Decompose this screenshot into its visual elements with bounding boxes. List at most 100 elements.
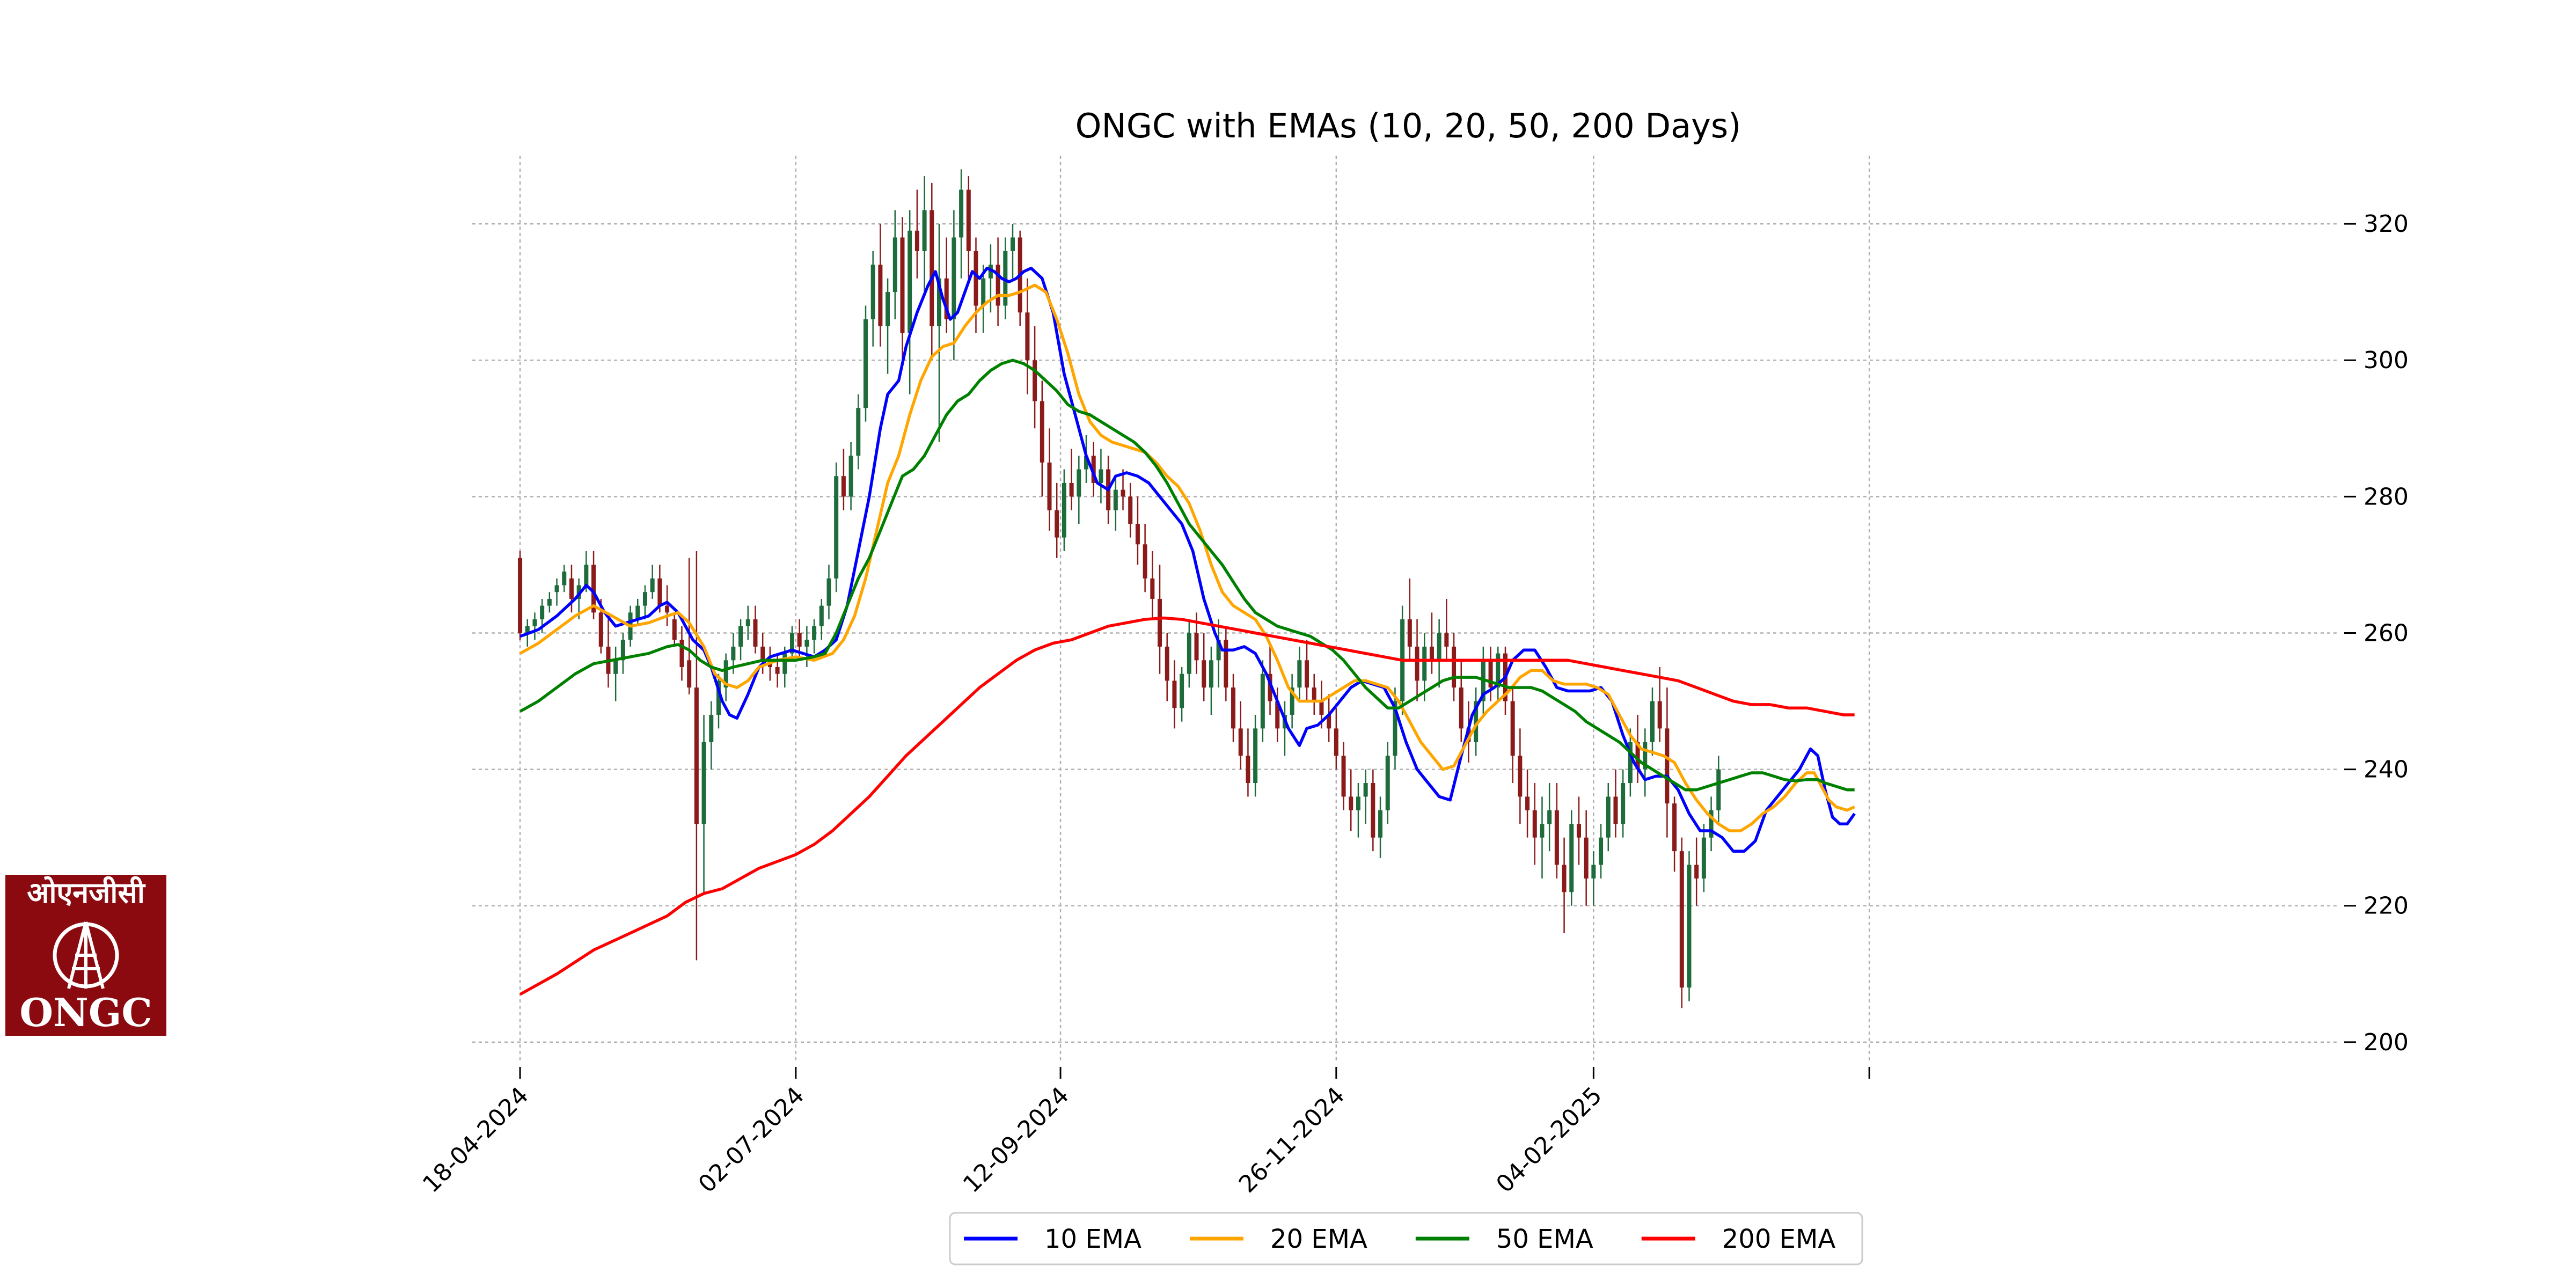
candle-body bbox=[1444, 633, 1449, 647]
candle-body bbox=[1496, 653, 1501, 688]
candle-body bbox=[1709, 810, 1714, 838]
candle-body bbox=[613, 660, 618, 674]
series-line-20-ema bbox=[519, 283, 1855, 832]
candle-body bbox=[694, 687, 699, 824]
candle-body bbox=[1334, 728, 1338, 756]
candle-body bbox=[848, 456, 853, 497]
candle-body bbox=[1554, 810, 1559, 865]
candle-body bbox=[804, 640, 809, 647]
candle-body bbox=[1356, 796, 1360, 810]
candle-body bbox=[1128, 496, 1133, 524]
candle-body bbox=[1532, 810, 1537, 838]
candle-body bbox=[1540, 824, 1545, 838]
candle-body bbox=[1518, 756, 1523, 797]
candle-body bbox=[1716, 769, 1721, 810]
candle-body bbox=[547, 598, 552, 606]
candle-body bbox=[1246, 756, 1250, 784]
candle-body bbox=[1635, 742, 1640, 770]
candle-body bbox=[1165, 646, 1169, 681]
candle-body bbox=[738, 626, 743, 647]
candle-body bbox=[1209, 660, 1213, 688]
candle-body bbox=[1194, 633, 1199, 661]
candle-body bbox=[819, 605, 824, 626]
candle-body bbox=[1150, 578, 1155, 599]
candle-body bbox=[562, 572, 567, 586]
candle-body bbox=[620, 640, 625, 661]
candle-body bbox=[1297, 660, 1302, 688]
candle-body bbox=[922, 210, 927, 251]
candle-body bbox=[1672, 803, 1677, 852]
candle-body bbox=[1260, 674, 1265, 729]
candle-body bbox=[892, 237, 897, 292]
y-tick-label: 200 bbox=[2363, 1029, 2409, 1056]
candle-body bbox=[1290, 687, 1294, 715]
y-tick-label: 220 bbox=[2363, 892, 2409, 920]
candle-body bbox=[797, 633, 802, 647]
logo-text: ONGC bbox=[19, 990, 152, 1035]
candle-body bbox=[1562, 865, 1567, 892]
candle-body bbox=[1268, 674, 1272, 701]
candle-body bbox=[1158, 598, 1162, 647]
candle-body bbox=[937, 278, 941, 326]
candle-body bbox=[1378, 810, 1383, 838]
candle-body bbox=[525, 626, 530, 633]
candle-body bbox=[908, 230, 912, 333]
candle-body bbox=[1113, 489, 1118, 510]
candle-body bbox=[1393, 701, 1397, 756]
candle-body bbox=[1363, 783, 1368, 797]
y-tick-label: 260 bbox=[2363, 619, 2409, 647]
candle-body bbox=[554, 585, 559, 592]
x-tick-label: 12-09-2024 bbox=[958, 1082, 1074, 1198]
candle-body bbox=[1011, 237, 1015, 251]
candle-body bbox=[1135, 524, 1140, 545]
candle-body bbox=[1687, 865, 1692, 988]
candle-body bbox=[959, 189, 964, 238]
candle-body bbox=[731, 646, 736, 661]
candle-body bbox=[1216, 640, 1221, 661]
candle-body bbox=[1341, 756, 1346, 797]
candle-body bbox=[1569, 824, 1574, 892]
candle-body bbox=[760, 646, 765, 661]
candle-body bbox=[1069, 482, 1074, 497]
candle-body bbox=[1599, 837, 1604, 865]
candle-body bbox=[1040, 401, 1044, 463]
candle-body bbox=[1305, 660, 1309, 688]
y-tick-label: 300 bbox=[2363, 347, 2409, 374]
candle-body bbox=[1701, 837, 1706, 879]
candle-body bbox=[1224, 640, 1228, 688]
candle-body bbox=[856, 408, 861, 456]
candle-body bbox=[1650, 701, 1655, 742]
candle-body bbox=[1584, 837, 1589, 879]
candle-body bbox=[723, 660, 728, 688]
candle-body bbox=[679, 640, 684, 668]
candle-body bbox=[591, 565, 596, 613]
candle-body bbox=[642, 592, 647, 606]
candle-body bbox=[1253, 728, 1258, 784]
candles bbox=[518, 169, 1721, 1008]
candle-body bbox=[1613, 796, 1618, 824]
chart-title: ONGC with EMAs (10, 20, 50, 200 Days) bbox=[1075, 106, 1741, 145]
x-tick-label: 18-04-2024 bbox=[418, 1082, 534, 1198]
candle-body bbox=[1665, 728, 1670, 804]
axes: 200 220 240 260 280 300 320 18-04-2024 02-07-202… bbox=[418, 210, 2409, 1198]
candle-body bbox=[716, 680, 721, 715]
candle-body bbox=[1525, 796, 1530, 810]
candle-body bbox=[885, 292, 890, 326]
candle-body bbox=[1099, 469, 1103, 483]
candle-body bbox=[1055, 510, 1059, 538]
candle-body bbox=[1187, 633, 1191, 674]
candle-body bbox=[709, 714, 714, 742]
candle-body bbox=[863, 319, 868, 408]
ema-lines bbox=[519, 266, 1856, 996]
x-tick-label: 26-11-2024 bbox=[1234, 1082, 1350, 1198]
x-tick-label: 02-07-2024 bbox=[693, 1082, 810, 1198]
legend-box bbox=[949, 1212, 1863, 1265]
candle-body bbox=[930, 210, 934, 326]
x-tick-label: 04-02-2025 bbox=[1491, 1082, 1607, 1198]
candle-body bbox=[1415, 646, 1419, 681]
candle-body bbox=[1121, 489, 1125, 497]
candle-body bbox=[1371, 783, 1375, 838]
candle-body bbox=[952, 237, 956, 319]
candle-body bbox=[1025, 312, 1030, 361]
